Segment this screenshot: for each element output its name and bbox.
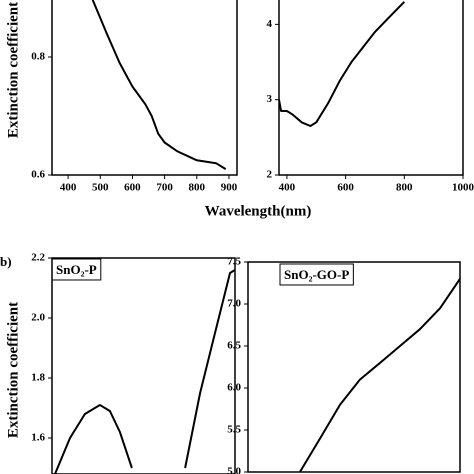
y-tick-label: 2.0 bbox=[31, 312, 45, 324]
data-line bbox=[91, 0, 227, 170]
plot-frame bbox=[51, 0, 238, 176]
y-tick-label: 2 bbox=[267, 169, 273, 181]
y-tick-label: 5.5 bbox=[227, 424, 241, 436]
y-tick-label: 1.8 bbox=[31, 372, 45, 384]
x-tick-label: 600 bbox=[337, 182, 354, 194]
y-tick-label: 3 bbox=[267, 93, 273, 105]
x-tick-label: 1000 bbox=[452, 182, 474, 194]
y-tick-label: 5.0 bbox=[227, 466, 241, 474]
x-tick-label: 700 bbox=[156, 182, 173, 194]
data-line bbox=[54, 269, 235, 474]
panel-label: SnO₂-GO-P bbox=[284, 267, 349, 282]
x-tick-label: 800 bbox=[189, 182, 206, 194]
plot-frame bbox=[51, 257, 236, 474]
x-tick-label: 900 bbox=[221, 182, 238, 194]
x-tick-label: 800 bbox=[396, 182, 413, 194]
x-tick-label: 400 bbox=[60, 182, 77, 194]
panel-label-box bbox=[279, 263, 354, 286]
x-tick-label: 500 bbox=[92, 182, 109, 194]
y-tick-label: 7.5 bbox=[227, 256, 241, 268]
plot-frame bbox=[278, 0, 464, 176]
x-tick-label: 600 bbox=[124, 182, 141, 194]
panel-label: SnO₂-P bbox=[56, 262, 97, 277]
y-tick-label: 0.8 bbox=[31, 51, 45, 63]
data-line bbox=[299, 278, 460, 472]
y-tick-label: 6.0 bbox=[227, 382, 241, 394]
y-tick-label: 6.5 bbox=[227, 340, 241, 352]
y-tick-label: 7.0 bbox=[227, 298, 241, 310]
plot-frame bbox=[247, 261, 461, 473]
x-axis-label: Wavelength(nm) bbox=[205, 203, 312, 219]
y-tick-label: 4 bbox=[267, 18, 273, 30]
figure-label: b) bbox=[0, 254, 12, 269]
y-axis-label: Extinction coefficient bbox=[5, 302, 21, 438]
y-tick-label: 2.2 bbox=[31, 252, 45, 264]
data-line bbox=[279, 1, 406, 127]
y-tick-label: 1.6 bbox=[31, 432, 45, 444]
panel-label-box bbox=[51, 258, 102, 281]
y-tick-label: 0.6 bbox=[31, 169, 45, 181]
y-axis-label: Extinction coefficient bbox=[5, 2, 21, 138]
x-tick-label: 400 bbox=[279, 182, 296, 194]
